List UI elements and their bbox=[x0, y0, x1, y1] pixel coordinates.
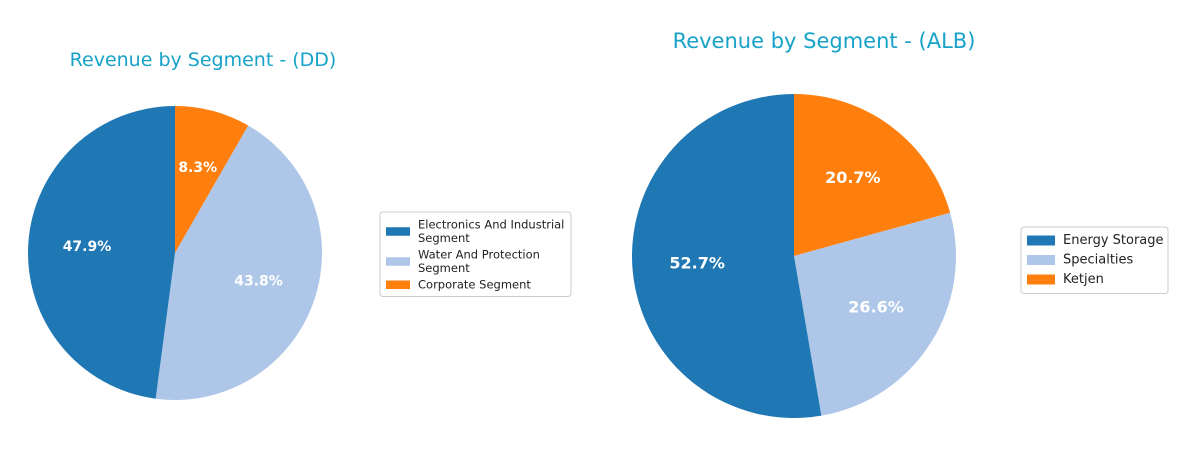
pie-slice-ketjen bbox=[794, 94, 951, 256]
legend-label: Electronics And Industrial bbox=[418, 217, 564, 231]
pie-percent-label: 20.7% bbox=[825, 168, 881, 187]
pie-slices-dd bbox=[27, 106, 323, 401]
pie-slice-corporate-segment bbox=[175, 106, 249, 253]
legend-label: Specialties bbox=[1063, 253, 1134, 268]
pie-percent-label: 26.6% bbox=[848, 298, 904, 317]
legend-frame bbox=[1020, 226, 1169, 294]
pie-percent-label: 8.3% bbox=[178, 160, 217, 176]
pie-percent-label: 43.8% bbox=[234, 273, 283, 289]
pie-labels-alb: 20.7% 26.6% 52.7% bbox=[669, 168, 903, 316]
pie-percent-label: 47.9% bbox=[63, 239, 112, 255]
legend-swatch bbox=[1027, 274, 1055, 285]
legend-frame bbox=[379, 211, 572, 297]
pie-slices-alb bbox=[631, 94, 956, 419]
legend-label: Segment bbox=[418, 231, 470, 245]
pie-chart-alb: Revenue by Segment - (ALB) 20.7% 26.6% 52.… bbox=[631, 29, 1169, 419]
pie-slice-water-and-protection-segment bbox=[155, 125, 323, 401]
legend-label: Water And Protection bbox=[418, 247, 540, 261]
legend-label: Corporate Segment bbox=[418, 277, 531, 291]
legend-label: Energy Storage bbox=[1063, 233, 1164, 248]
legend-label: Ketjen bbox=[1063, 272, 1104, 287]
legend-swatch bbox=[386, 227, 410, 236]
chart-title-alb: Revenue by Segment - (ALB) bbox=[673, 29, 976, 53]
pie-labels-dd: 8.3% 43.8% 47.9% bbox=[63, 160, 283, 290]
legend-alb: Energy Storage Specialties Ketjen bbox=[1020, 226, 1169, 294]
pie-slice-energy-storage bbox=[631, 94, 822, 419]
legend-swatch bbox=[1027, 255, 1055, 265]
pie-slice-specialties bbox=[794, 212, 956, 416]
legend-label: Segment bbox=[418, 261, 470, 275]
legend-swatch bbox=[1027, 235, 1055, 246]
pie-percent-label: 52.7% bbox=[669, 254, 725, 273]
chart-title-dd: Revenue by Segment - (DD) bbox=[70, 49, 337, 71]
pie-slice-electronics-and-industrial-segment bbox=[27, 106, 175, 399]
legend-swatch bbox=[386, 280, 410, 289]
pie-chart-dd: Revenue by Segment - (DD) 8.3% 43.8% 47.9%… bbox=[27, 49, 572, 401]
legend-swatch bbox=[386, 257, 410, 266]
